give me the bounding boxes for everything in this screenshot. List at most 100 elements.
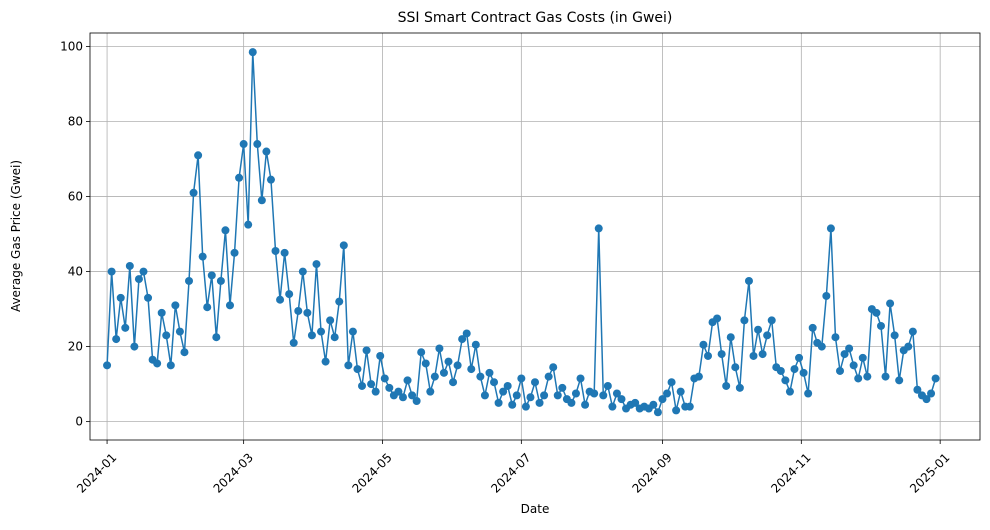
data-point bbox=[612, 389, 621, 398]
data-point bbox=[822, 291, 831, 300]
data-point bbox=[512, 391, 521, 400]
plot-frame bbox=[89, 32, 981, 441]
data-point bbox=[403, 376, 412, 385]
data-point bbox=[667, 378, 676, 387]
data-point bbox=[617, 395, 626, 404]
data-point bbox=[845, 344, 854, 353]
data-point bbox=[289, 338, 298, 347]
data-point bbox=[758, 350, 767, 359]
data-point bbox=[353, 365, 362, 374]
y-tick-label: 60 bbox=[68, 190, 83, 204]
data-point bbox=[558, 383, 567, 392]
data-point bbox=[676, 387, 685, 396]
y-tick-label: 40 bbox=[68, 265, 83, 279]
data-point bbox=[508, 400, 517, 409]
data-point bbox=[235, 173, 244, 182]
data-point bbox=[571, 389, 580, 398]
data-point bbox=[767, 316, 776, 325]
data-point bbox=[485, 368, 494, 377]
data-point bbox=[257, 196, 266, 205]
data-point bbox=[248, 48, 257, 57]
data-point bbox=[189, 188, 198, 197]
data-point bbox=[344, 361, 353, 370]
data-point bbox=[703, 351, 712, 360]
data-point bbox=[754, 325, 763, 334]
data-point bbox=[908, 327, 917, 336]
data-point bbox=[462, 329, 471, 338]
data-point bbox=[408, 391, 417, 400]
data-point bbox=[517, 374, 526, 383]
x-tick-label: 2024-05 bbox=[349, 450, 394, 495]
data-point bbox=[490, 378, 499, 387]
y-tick-label: 100 bbox=[60, 40, 83, 54]
data-point bbox=[398, 393, 407, 402]
data-point bbox=[744, 276, 753, 285]
data-point bbox=[239, 140, 248, 149]
data-point bbox=[449, 378, 458, 387]
data-point bbox=[125, 261, 134, 270]
data-point bbox=[480, 391, 489, 400]
data-point bbox=[826, 224, 835, 233]
x-axis-label: Date bbox=[521, 502, 550, 516]
data-point bbox=[526, 393, 535, 402]
data-point bbox=[435, 344, 444, 353]
data-point bbox=[380, 374, 389, 383]
data-point bbox=[216, 276, 225, 285]
data-point bbox=[276, 295, 285, 304]
data-point bbox=[631, 398, 640, 407]
data-point bbox=[157, 308, 166, 317]
data-point bbox=[139, 267, 148, 276]
data-point bbox=[795, 353, 804, 362]
data-point bbox=[713, 314, 722, 323]
data-point bbox=[134, 275, 143, 284]
data-point bbox=[581, 400, 590, 409]
data-point bbox=[339, 241, 348, 250]
data-point bbox=[544, 372, 553, 381]
data-point bbox=[553, 391, 562, 400]
data-point bbox=[180, 348, 189, 357]
data-point bbox=[590, 389, 599, 398]
data-point bbox=[503, 381, 512, 390]
x-tick-label: 2025-01 bbox=[907, 450, 952, 495]
data-point bbox=[458, 335, 467, 344]
data-point bbox=[298, 267, 307, 276]
data-point bbox=[540, 391, 549, 400]
data-point bbox=[116, 293, 125, 302]
x-tick-label: 2024-03 bbox=[211, 450, 256, 495]
chart-title: SSI Smart Contract Gas Costs (in Gwei) bbox=[398, 10, 673, 26]
x-tick-label: 2024-11 bbox=[768, 450, 813, 495]
data-point bbox=[872, 308, 881, 317]
data-point bbox=[348, 327, 357, 336]
data-point bbox=[198, 252, 207, 261]
data-point bbox=[335, 297, 344, 306]
data-point bbox=[453, 361, 462, 370]
data-point bbox=[817, 342, 826, 351]
data-point bbox=[863, 372, 872, 381]
data-point bbox=[253, 140, 262, 149]
data-point bbox=[321, 357, 330, 366]
y-tick-label: 20 bbox=[68, 340, 83, 354]
data-point bbox=[922, 395, 931, 404]
data-point bbox=[362, 346, 371, 355]
data-point bbox=[471, 340, 480, 349]
data-point bbox=[421, 359, 430, 368]
data-point bbox=[749, 351, 758, 360]
data-point bbox=[881, 372, 890, 381]
data-point bbox=[804, 389, 813, 398]
data-point bbox=[876, 321, 885, 330]
data-point bbox=[531, 378, 539, 387]
data-point bbox=[790, 365, 799, 374]
data-point bbox=[663, 389, 672, 398]
data-point bbox=[927, 389, 936, 398]
data-point bbox=[913, 385, 922, 394]
data-point bbox=[280, 248, 289, 257]
data-point bbox=[653, 408, 662, 417]
data-point bbox=[849, 361, 858, 370]
data-point bbox=[262, 147, 271, 156]
data-point bbox=[694, 372, 703, 381]
data-point bbox=[776, 366, 785, 375]
data-point bbox=[535, 398, 544, 407]
data-point bbox=[831, 333, 840, 342]
data-point bbox=[549, 363, 558, 372]
data-point bbox=[326, 316, 335, 325]
